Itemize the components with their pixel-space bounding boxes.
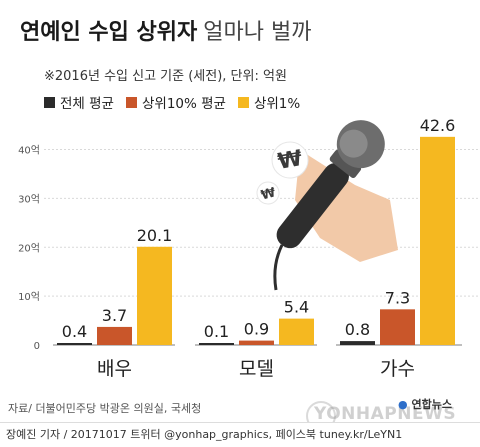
source-note: 자료/ 더불어민주당 박광온 의원실, 국세청 [8,402,202,415]
bar-value-label: 7.3 [385,288,410,307]
bar [57,343,92,345]
legend-label: 상위10% 평균 [141,96,226,112]
y-tick-label: 30억 [18,193,40,205]
legend-item-top10-average: 상위10% 평균 [125,92,226,112]
bar-value-label: 5.4 [284,298,309,317]
bar-value-label: 42.6 [420,116,456,135]
legend-item-total-average: 전체 평균 [44,92,114,112]
y-tick-label: 20억 [18,242,40,254]
microphone-illustration: ₩ ₩ [256,120,398,291]
legend-label: 전체 평균 [60,96,114,112]
bar-value-label: 3.7 [102,306,127,325]
microphone-cable [273,244,284,291]
legend-item-top1: 상위1% [237,92,301,112]
legend-swatch-orange [125,96,137,108]
bar-value-label: 20.1 [137,226,173,245]
microphone-handle [276,163,349,249]
bar-value-label: 0.9 [244,320,269,339]
category-label: 배우 [97,358,132,380]
category-label: 모델 [239,358,274,380]
bar [380,309,415,345]
bar-value-label: 0.4 [62,322,87,341]
watermark-text: YONHAPNEWS [314,404,457,424]
svg-text:₩: ₩ [276,146,304,175]
y-tick-label: 40억 [18,145,40,157]
bar [199,343,234,345]
bar [239,340,274,345]
bar [420,136,455,345]
title-block: 연예인 수입 상위자 얼마나 벌까 [20,14,311,46]
microphone-head-shine [339,129,368,158]
chart-title-suffix: 얼마나 벌까 [203,20,312,45]
legend-swatch-black [44,96,55,108]
publisher-logo: ● 연합뉴스 [398,396,452,412]
bars-layer [57,136,455,345]
bar-value-label: 0.1 [204,322,229,341]
bar [279,318,314,345]
credit-footer: 장예진 기자 / 20171017 트위터 @yonhap_graphics, … [0,422,480,446]
chart-subtitle: ※2016년 수입 신고 기준 (세전), 단위: 억원 [44,69,287,84]
svg-text:₩: ₩ [260,185,278,203]
bar [97,326,132,345]
bar [137,246,172,345]
labels-layer: 0 10억 20억 30억 40억 0.4 3.7 20.1 배우 0.1 0.9 5.4 모델 0.8 7… [18,116,455,380]
bar-value-label: 0.8 [345,320,370,339]
y-tick-label: 0 [34,341,40,352]
legend-swatch-yellow [237,96,249,108]
microphone-neck [329,149,362,178]
category-label: 가수 [380,358,415,380]
bar [340,341,375,345]
logo-icon: ● [398,398,408,411]
won-sign-icon-large: ₩ [271,141,309,179]
logo-text: 연합뉴스 [411,398,452,411]
won-sign-icon-small: ₩ [256,181,280,205]
legend-label: 상위1% [253,96,301,112]
y-tick-label: 10억 [18,291,40,303]
chart-title: 연예인 수입 상위자 [20,20,198,45]
legend: 전체 평균 상위10% 평균 상위1% [44,92,300,112]
